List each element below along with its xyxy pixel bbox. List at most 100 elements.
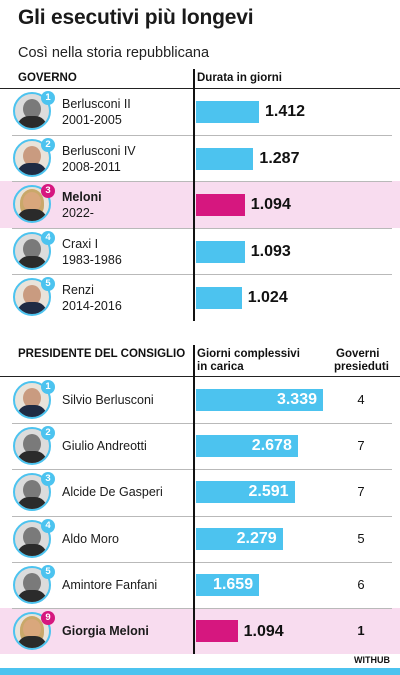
giorni-header-line2: in carica <box>197 361 244 373</box>
durata-header: Durata in giorni <box>197 72 282 84</box>
rank-badge: 1 <box>41 91 55 105</box>
portrait-body <box>17 162 47 175</box>
president-name: Silvio Berlusconi <box>62 393 154 407</box>
portrait-body <box>17 497 47 510</box>
portrait-head <box>23 619 41 639</box>
rank-badge: 4 <box>41 518 55 533</box>
duration-label: 1.094 <box>250 196 291 213</box>
governments-count: 4 <box>357 392 365 407</box>
portrait-head <box>23 572 41 593</box>
portrait-head <box>23 145 41 166</box>
portrait-head <box>23 238 41 259</box>
presidente-header: PRESIDENTE DEL CONSIGLIO <box>18 348 186 360</box>
days-bar <box>196 481 295 504</box>
row-separator <box>12 561 392 563</box>
days-bar <box>196 389 323 411</box>
duration-bar <box>196 147 254 170</box>
portrait-avatar <box>13 381 51 419</box>
governments-count: 5 <box>357 530 365 546</box>
portrait-body <box>17 543 47 556</box>
president-name: Giorgia Meloni <box>62 624 149 638</box>
days-label: 3.339 <box>276 391 317 408</box>
government-name: Craxi I <box>62 236 99 251</box>
rank-badge: 3 <box>41 184 55 198</box>
government-name: Berlusconi II <box>62 97 131 111</box>
rank-badge: 2 <box>41 426 55 441</box>
portrait-body <box>17 302 47 314</box>
row-separator <box>12 134 392 136</box>
rank-badge: 5 <box>41 564 55 579</box>
governo-header: GOVERNO <box>18 72 77 84</box>
president-name: Aldo Moro <box>62 531 119 546</box>
portrait-head <box>23 526 41 547</box>
portrait-body <box>17 209 47 221</box>
rank-badge: 5 <box>41 277 55 291</box>
government-name: Berlusconi IV <box>62 143 136 158</box>
government-name: Renzi <box>62 283 94 297</box>
governments-count: 7 <box>357 484 365 500</box>
row-separator <box>12 423 392 425</box>
rank-badge: 1 <box>41 380 55 394</box>
days-bar <box>196 573 260 596</box>
portrait-body <box>17 116 47 128</box>
president-name: Amintore Fanfani <box>62 577 158 592</box>
section1-header-rule <box>0 88 400 89</box>
row-separator <box>12 227 392 229</box>
giorni-header-line1: Giorni complessivi <box>197 348 300 360</box>
portrait-body <box>17 589 47 602</box>
president-name: Alcide De Gasperi <box>62 485 163 500</box>
duration-label: 1.287 <box>259 149 300 167</box>
portrait-avatar <box>13 185 51 223</box>
duration-bar <box>196 287 242 309</box>
days-bar <box>196 620 238 642</box>
days-label: 1.659 <box>213 575 254 593</box>
days-label: 2.678 <box>251 437 292 455</box>
governments-count: 6 <box>357 576 365 592</box>
days-bar <box>196 527 283 550</box>
duration-label: 1.093 <box>250 242 291 260</box>
rank-badge: 9 <box>41 611 55 625</box>
portrait-body <box>17 255 47 268</box>
duration-bar <box>196 194 245 216</box>
governments-count: 1 <box>357 623 365 638</box>
portrait-body <box>17 636 47 648</box>
governments-count: 7 <box>357 438 365 454</box>
footer-bar <box>0 668 400 675</box>
credit-label: WITHUB <box>354 655 390 665</box>
portrait-head <box>23 285 41 305</box>
row-separator <box>12 181 392 182</box>
government-period: 2001-2005 <box>62 113 122 127</box>
portrait-avatar <box>13 427 51 466</box>
government-period: 2014-2016 <box>62 299 122 313</box>
axis-line <box>193 345 195 655</box>
portrait-body <box>17 405 47 417</box>
governi-header-line2: presieduti <box>334 361 389 373</box>
portrait-avatar <box>13 473 51 512</box>
government-name: Meloni <box>62 190 102 204</box>
section2-header-rule <box>0 376 400 377</box>
government-period: 1983-1986 <box>62 252 122 267</box>
portrait-head <box>23 99 41 119</box>
days-label: 2.591 <box>248 483 289 501</box>
governi-header-line1: Governi <box>336 348 380 360</box>
axis-line <box>193 69 195 321</box>
days-label: 2.279 <box>236 529 277 547</box>
row-separator <box>12 274 392 275</box>
portrait-head <box>23 192 41 212</box>
duration-bar <box>196 101 259 123</box>
days-bar <box>196 435 298 458</box>
row-separator <box>12 608 392 609</box>
portrait-head <box>23 388 41 408</box>
portrait-body <box>17 451 47 464</box>
duration-bar <box>196 240 245 263</box>
row-separator <box>12 515 392 517</box>
rank-badge: 2 <box>41 137 55 152</box>
portrait-avatar <box>13 612 51 650</box>
president-name: Giulio Andreotti <box>62 439 147 454</box>
rank-badge: 3 <box>41 472 55 487</box>
chart-subtitle: Così nella storia repubblicana <box>18 45 210 61</box>
rank-badge: 4 <box>41 230 55 245</box>
row-separator <box>12 469 392 471</box>
portrait-avatar <box>13 278 51 316</box>
government-period: 2008-2011 <box>62 159 121 174</box>
